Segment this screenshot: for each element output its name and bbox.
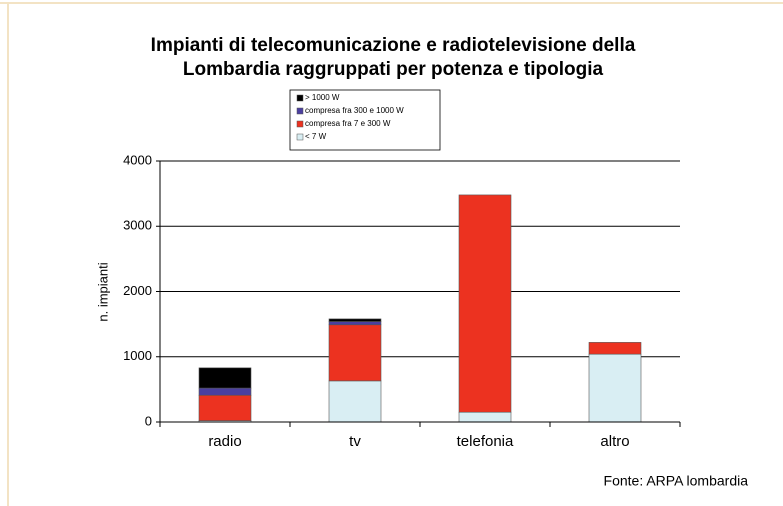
bar-segment: [458, 411, 512, 423]
bar-segment: [328, 324, 382, 382]
legend-label: compresa fra 300 e 1000 W: [305, 106, 404, 115]
bar-segment: [328, 380, 382, 423]
y-axis-label: n. impianti: [95, 262, 110, 321]
y-tick-label: 0: [145, 413, 152, 428]
y-tick-label: 2000: [123, 283, 152, 298]
y-tick-label: 1000: [123, 348, 152, 363]
x-tick-label: tv: [349, 433, 361, 450]
x-tick-label: radio: [208, 433, 241, 450]
bar-segment: [328, 318, 382, 322]
x-tick-label: telefonia: [457, 433, 514, 450]
bar-segment: [588, 353, 642, 423]
legend-swatch: [296, 107, 304, 115]
legend-swatch: [296, 133, 304, 141]
legend-label: compresa fra 7 e 300 W: [305, 119, 391, 128]
x-tick-label: altro: [600, 433, 629, 450]
bar-segment: [588, 342, 642, 355]
chart-title: Lombardia raggruppati per potenza e tipo…: [183, 59, 604, 80]
bar-segment: [198, 387, 252, 396]
legend-box: [289, 89, 441, 151]
bar-segment: [198, 394, 252, 421]
legend-label: < 7 W: [305, 132, 327, 141]
legend-label: > 1000 W: [305, 93, 340, 102]
bar-segment: [328, 321, 382, 326]
y-tick-label: 4000: [123, 152, 152, 167]
bar-segment: [458, 194, 512, 413]
chart-title: Impianti di telecomunicazione e radiotel…: [151, 35, 636, 56]
y-tick-label: 3000: [123, 218, 152, 233]
source-note: Fonte: ARPA lombardia: [604, 473, 749, 489]
legend-swatch: [296, 94, 304, 102]
legend-swatch: [296, 120, 304, 128]
bar-segment: [198, 367, 252, 389]
